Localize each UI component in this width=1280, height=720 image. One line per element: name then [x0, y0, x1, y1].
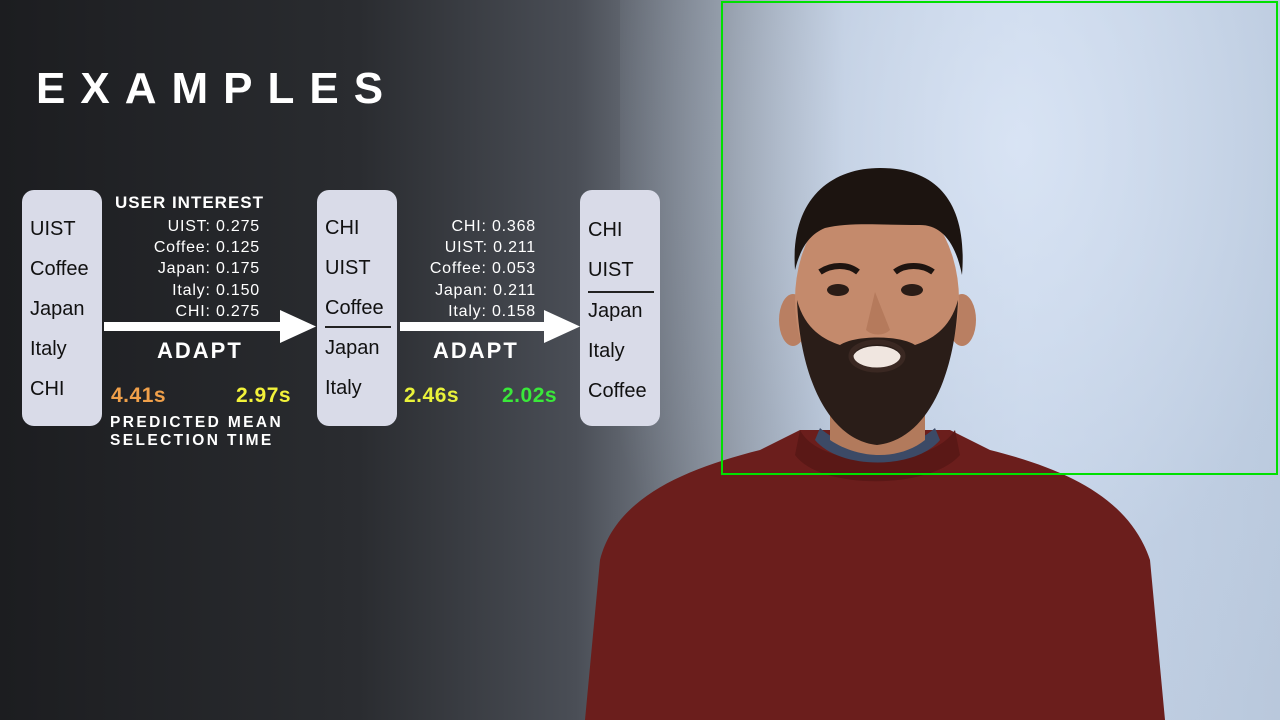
menu-item: Coffee [588, 380, 647, 402]
menu-adapted-2: CHI UIST Japan Italy Coffee [580, 190, 660, 426]
caption-line: SELECTION TIME [110, 432, 274, 449]
menu-item: Japan [30, 298, 85, 320]
selection-highlight-box [721, 1, 1278, 475]
menu-original: UIST Coffee Japan Italy CHI [22, 190, 102, 426]
menu-item: Italy [588, 340, 625, 362]
selection-time: 2.97s [236, 384, 292, 407]
adapt-label: ADAPT [433, 338, 519, 363]
menu-item: UIST [588, 259, 634, 281]
selection-time: 4.41s [111, 384, 167, 407]
menu-item: Japan [325, 337, 380, 359]
selection-time: 2.02s [502, 384, 558, 407]
menu-item: CHI [588, 219, 623, 241]
score-label: Italy: 0.158 [448, 302, 536, 320]
menu-item: Japan [588, 300, 643, 322]
score-label: Japan: 0.211 [435, 281, 536, 299]
adapt-arrow-icon [104, 310, 316, 343]
time-caption: PREDICTED MEAN SELECTION TIME [110, 414, 283, 450]
menu-separator [588, 291, 654, 293]
user-interest-scores: UIST: 0.275 Coffee: 0.125 Japan: 0.175 I… [120, 216, 260, 322]
menu-item: Italy [30, 338, 67, 360]
menu-item: CHI [325, 217, 360, 239]
adapted-scores: CHI: 0.368 UIST: 0.211 Coffee: 0.053 Jap… [400, 216, 536, 322]
score-label: Japan: 0.175 [157, 260, 260, 278]
selection-time: 2.46s [404, 384, 460, 407]
score-label: Coffee: 0.053 [429, 260, 536, 278]
slide-title: EXAMPLES [36, 64, 399, 113]
menu-item: Coffee [325, 297, 384, 319]
score-label: UIST: 0.211 [444, 239, 536, 257]
adapt-label: ADAPT [157, 338, 243, 363]
score-label: CHI: 0.368 [451, 218, 536, 235]
score-label: Italy: 0.150 [172, 281, 260, 299]
caption-line: PREDICTED MEAN [110, 414, 284, 431]
adapt-arrow-icon [400, 310, 580, 343]
menu-separator [325, 326, 391, 328]
menu-item: Coffee [30, 258, 89, 280]
score-label: Coffee: 0.125 [153, 239, 260, 257]
menu-item: Italy [325, 377, 362, 399]
score-label: UIST: 0.275 [167, 218, 260, 235]
menu-item: UIST [325, 257, 371, 279]
user-interest-heading: USER INTEREST [115, 193, 265, 212]
menu-item: CHI [30, 378, 65, 400]
menu-item: UIST [30, 218, 76, 240]
menu-adapted-1: CHI UIST Coffee Japan Italy [317, 190, 397, 426]
score-label: CHI: 0.275 [175, 302, 260, 320]
